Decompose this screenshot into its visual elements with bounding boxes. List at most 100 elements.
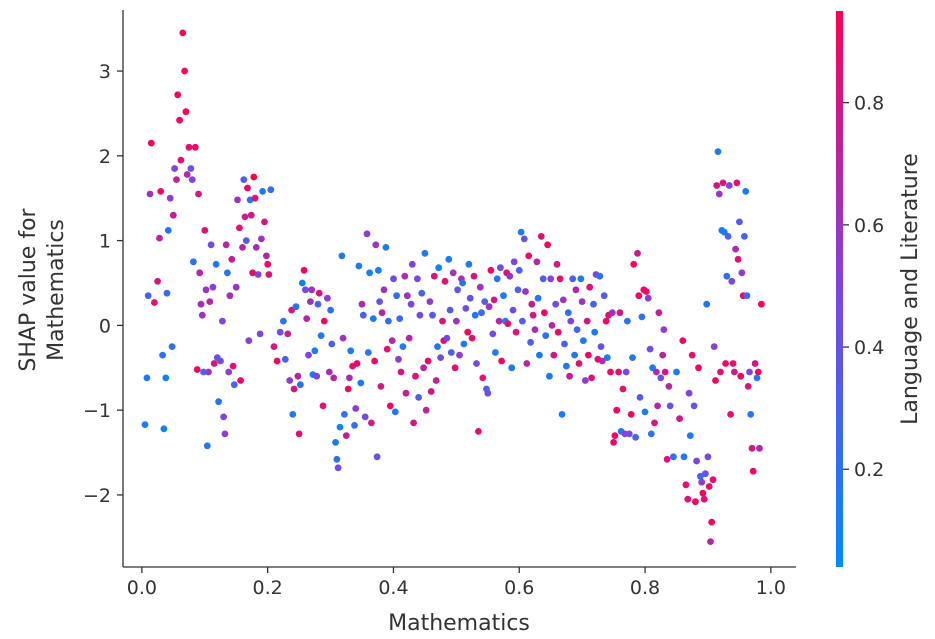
data-point-74	[252, 244, 260, 251]
x-axis-title: Mathematics	[388, 611, 530, 636]
data-point-179	[426, 298, 434, 305]
data-point-234	[512, 328, 520, 336]
data-point-1	[143, 374, 151, 382]
data-point-214	[481, 298, 489, 305]
data-point-270	[569, 275, 577, 283]
data-point-371	[727, 411, 734, 418]
data-point-334	[673, 368, 680, 376]
data-point-122	[338, 252, 346, 260]
data-point-56	[228, 255, 236, 263]
data-point-167	[407, 300, 415, 308]
data-point-190	[443, 334, 451, 342]
data-point-41	[206, 298, 214, 305]
data-point-29	[190, 258, 197, 266]
data-point-182	[430, 272, 438, 280]
data-point-178	[424, 357, 432, 365]
data-point-359	[712, 377, 719, 384]
data-point-119	[333, 455, 341, 463]
data-point-175	[420, 364, 427, 372]
data-point-330	[663, 455, 671, 463]
data-point-132	[353, 360, 361, 367]
data-point-78	[259, 188, 266, 195]
data-point-269	[567, 317, 575, 325]
data-point-152	[383, 345, 391, 353]
data-point-5	[151, 299, 158, 306]
data-point-277	[580, 337, 587, 344]
data-point-281	[586, 283, 594, 291]
data-point-332	[666, 402, 674, 410]
data-point-138	[363, 230, 371, 238]
data-point-124	[341, 411, 348, 418]
data-point-232	[509, 306, 517, 314]
data-point-155	[388, 337, 396, 344]
data-point-20	[176, 116, 184, 124]
data-point-305	[624, 317, 631, 325]
data-point-253	[542, 332, 550, 339]
x-tick-label-1: 0.2	[253, 577, 283, 599]
data-point-40	[205, 368, 212, 376]
data-point-35	[198, 311, 206, 319]
data-point-57	[229, 362, 237, 370]
data-point-360	[713, 182, 721, 189]
data-point-59	[232, 283, 240, 291]
data-point-45	[212, 260, 220, 268]
data-point-166	[405, 334, 413, 342]
data-point-34	[197, 300, 205, 308]
data-point-251	[539, 275, 547, 283]
data-point-342	[688, 351, 696, 359]
data-point-141	[368, 419, 375, 427]
data-point-120	[334, 464, 342, 472]
data-point-230	[506, 272, 514, 280]
data-point-140	[366, 269, 373, 277]
data-point-55	[226, 292, 234, 300]
data-point-249	[536, 351, 543, 359]
data-point-85	[273, 357, 281, 365]
data-point-290	[600, 292, 608, 300]
data-point-103	[307, 298, 314, 305]
x-tick-label-3: 0.6	[504, 577, 534, 599]
colorbar-tick-label-2: 0.6	[854, 215, 884, 237]
data-point-197	[454, 286, 461, 294]
data-point-7	[156, 234, 163, 242]
data-point-54	[225, 368, 233, 376]
data-point-374	[731, 368, 738, 376]
data-point-82	[265, 271, 273, 278]
data-point-233	[510, 258, 518, 266]
data-point-161	[397, 368, 405, 376]
data-point-383	[742, 188, 750, 195]
data-point-375	[732, 245, 739, 253]
data-point-268	[566, 372, 573, 380]
data-point-288	[597, 343, 605, 350]
data-point-180	[427, 388, 435, 395]
y-tick-label-4: 2	[99, 146, 111, 168]
data-point-326	[657, 374, 665, 382]
colorbar-tick-label-1: 0.4	[854, 337, 884, 359]
data-point-13	[164, 227, 172, 234]
data-point-52	[222, 241, 230, 249]
data-point-99	[300, 266, 308, 274]
data-point-174	[418, 289, 426, 297]
data-point-258	[550, 351, 558, 359]
data-point-337	[680, 453, 688, 461]
data-point-257	[548, 322, 556, 329]
data-point-162	[399, 343, 407, 350]
data-point-153	[385, 317, 392, 325]
data-point-145	[373, 453, 381, 461]
data-point-324	[654, 402, 661, 410]
data-point-94	[292, 303, 300, 311]
data-point-223	[495, 317, 503, 325]
data-point-295	[608, 309, 616, 317]
data-point-237	[517, 228, 525, 236]
data-point-221	[492, 349, 499, 356]
data-point-160	[396, 315, 404, 322]
data-point-373	[729, 360, 737, 367]
data-point-317	[642, 288, 650, 295]
data-point-218	[487, 266, 495, 274]
data-point-210	[475, 428, 482, 435]
data-point-32	[195, 190, 202, 198]
data-point-307	[627, 411, 635, 418]
data-point-262	[556, 275, 564, 283]
data-point-287	[596, 272, 604, 280]
data-point-306	[625, 430, 633, 438]
data-point-261	[554, 328, 562, 336]
